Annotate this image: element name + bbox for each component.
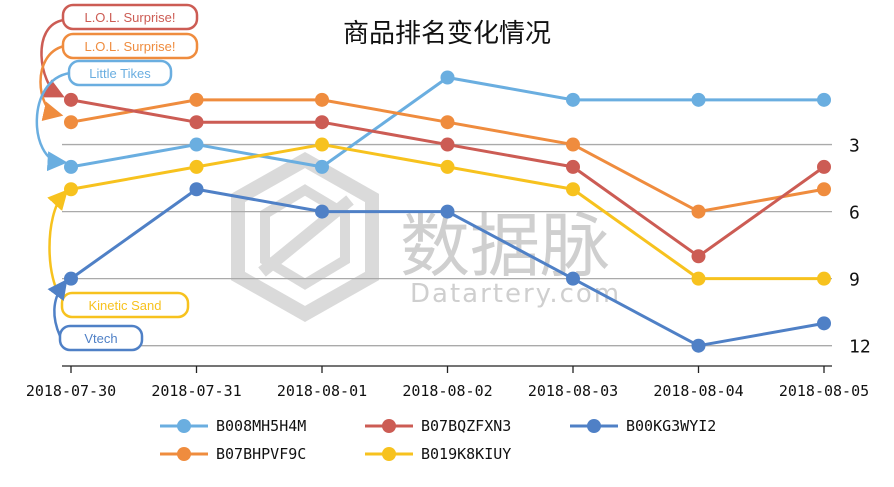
y-tick-label: 9 xyxy=(849,270,860,291)
series-lines xyxy=(64,70,831,353)
legend-marker xyxy=(382,419,396,433)
callout-box xyxy=(67,59,173,87)
callout-label: Kinetic Sand xyxy=(89,298,162,313)
x-tick-label: 2018-08-02 xyxy=(402,382,492,400)
data-point xyxy=(315,137,329,152)
callout-label: L.O.L. Surprise! xyxy=(84,10,175,25)
callout-box xyxy=(61,32,199,60)
callout-arrow xyxy=(39,44,65,122)
data-point xyxy=(691,249,706,264)
callout-box xyxy=(60,291,190,319)
data-point xyxy=(189,182,204,197)
data-point xyxy=(315,92,329,107)
callout-box xyxy=(58,324,144,352)
data-point xyxy=(440,137,455,152)
x-tick-label: 2018-07-31 xyxy=(151,382,241,400)
data-point xyxy=(566,137,580,152)
series-b07bqzfxn3 xyxy=(64,92,831,264)
callout-label: Little Tikes xyxy=(89,66,151,81)
data-point xyxy=(315,159,329,174)
watermark-en: Datartery.com xyxy=(410,279,621,309)
data-point xyxy=(64,182,78,197)
legend-item: B008MH5H4M xyxy=(160,417,306,435)
series-b00kg3wyi2 xyxy=(64,182,831,353)
callout-arrow xyxy=(47,189,69,301)
x-tick-label: 2018-08-03 xyxy=(528,382,618,400)
callouts: L.O.L. Surprise! L.O.L. Surprise! Little T… xyxy=(35,3,199,352)
data-point xyxy=(817,159,831,174)
legend: B008MH5H4M B07BQZFXN3 B00KG3WYI2 B07BHPVF9C… xyxy=(160,417,716,463)
data-point xyxy=(691,92,706,107)
data-point xyxy=(440,204,455,219)
legend-marker xyxy=(177,447,191,461)
data-point xyxy=(566,271,580,286)
data-point xyxy=(440,115,455,130)
watermark: 数据脉 Datartery.com xyxy=(231,151,621,323)
data-point xyxy=(315,204,329,219)
data-point xyxy=(691,271,706,286)
data-point xyxy=(64,115,78,130)
data-point xyxy=(440,159,455,174)
callout-box xyxy=(61,3,199,31)
data-point xyxy=(817,92,831,107)
legend-marker xyxy=(177,419,191,433)
data-point xyxy=(64,92,78,107)
data-point xyxy=(64,271,78,286)
callout-arrow xyxy=(40,18,65,98)
x-axis: 2018-07-30 2018-07-31 2018-08-01 2018-08-02… xyxy=(26,365,869,400)
legend-label: B008MH5H4M xyxy=(216,417,306,435)
chart-title: 商品排名变化情况 xyxy=(343,19,551,49)
x-tick-label: 2018-08-01 xyxy=(277,382,367,400)
callout-arrow xyxy=(47,278,68,337)
x-tick-label: 2018-08-05 xyxy=(779,382,869,400)
data-point xyxy=(817,316,831,331)
legend-item: B019K8KIUY xyxy=(365,445,511,463)
callout-label: Vtech xyxy=(84,331,117,346)
data-point xyxy=(64,159,78,174)
y-tick-label: 6 xyxy=(849,203,860,224)
data-point xyxy=(189,137,204,152)
legend-label: B07BQZFXN3 xyxy=(421,417,511,435)
x-tick-label: 2018-08-04 xyxy=(653,382,743,400)
legend-item: B07BQZFXN3 xyxy=(365,417,511,435)
data-point xyxy=(440,70,455,85)
data-point xyxy=(566,182,580,197)
data-point xyxy=(691,204,706,219)
data-point xyxy=(817,271,831,286)
series-b07bhpvf9c xyxy=(64,92,831,219)
data-point xyxy=(189,159,204,174)
data-point xyxy=(691,338,706,353)
legend-item: B00KG3WYI2 xyxy=(570,417,716,435)
legend-label: B00KG3WYI2 xyxy=(626,417,716,435)
legend-label: B07BHPVF9C xyxy=(216,445,306,463)
data-point xyxy=(566,159,580,174)
legend-item: B07BHPVF9C xyxy=(160,445,306,463)
data-point xyxy=(189,115,204,130)
data-point xyxy=(817,182,831,197)
callout-arrow xyxy=(35,71,71,172)
data-point xyxy=(315,115,329,130)
y-axis: 3 6 9 12 xyxy=(849,136,871,358)
series-b019k8kiuy xyxy=(64,137,831,286)
legend-marker xyxy=(382,447,396,461)
y-tick-label: 3 xyxy=(849,136,860,157)
series-b008mh5h4m xyxy=(64,70,831,174)
legend-label: B019K8KIUY xyxy=(421,445,511,463)
data-point xyxy=(566,92,580,107)
data-point xyxy=(189,92,204,107)
callout-label: L.O.L. Surprise! xyxy=(84,39,175,54)
x-tick-label: 2018-07-30 xyxy=(26,382,116,400)
legend-marker xyxy=(587,419,601,433)
watermark-logo-icon xyxy=(231,151,379,323)
y-tick-label: 12 xyxy=(849,337,871,358)
